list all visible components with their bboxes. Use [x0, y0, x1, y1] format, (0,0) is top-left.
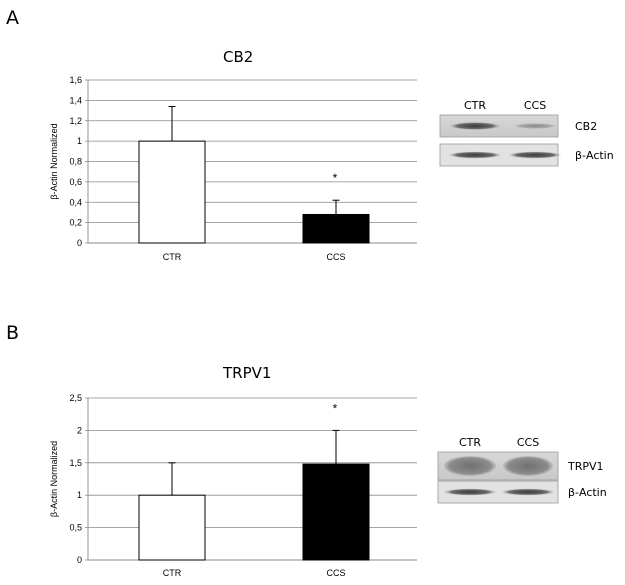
panel-letter: A [6, 7, 19, 29]
blot-band-actin [501, 488, 555, 496]
y-tick-label: 0,5 [69, 523, 82, 533]
significance-marker: * [333, 401, 338, 415]
chart-title: TRPV1 [222, 364, 271, 382]
blot-band-actin [443, 488, 497, 496]
blot-band-actin [448, 151, 502, 159]
y-tick-label: 1,6 [69, 75, 82, 85]
y-tick-label: 1 [77, 490, 82, 500]
blot-lane-label: CTR [464, 99, 486, 112]
blot-band-target [449, 122, 501, 130]
y-axis-label: β-Actin Normalized [49, 441, 59, 517]
y-tick-label: 2,5 [69, 393, 82, 403]
y-tick-label: 2 [77, 425, 82, 435]
chart-title: CB2 [223, 48, 253, 66]
y-tick-label: 0,6 [69, 177, 82, 187]
blot-band-target [513, 123, 557, 129]
blot-lane-label: CCS [517, 436, 539, 449]
blot-row-label: TRPV1 [567, 460, 604, 473]
y-tick-label: 1,5 [69, 458, 82, 468]
x-tick-label: CTR [163, 252, 182, 262]
blot-row-label: CB2 [575, 120, 597, 133]
y-axis-label: β-Actin Normalized [49, 123, 59, 199]
blot-band-target [444, 456, 496, 476]
y-tick-label: 0 [77, 555, 82, 565]
y-tick-label: 1 [77, 136, 82, 146]
blot-lane-label: CCS [524, 99, 546, 112]
y-tick-label: 0,8 [69, 157, 82, 167]
blot-row-label: β-Actin [568, 486, 607, 499]
x-tick-label: CCS [326, 252, 345, 262]
significance-marker: * [333, 171, 338, 185]
bar-ctr [138, 140, 206, 244]
y-tick-label: 0 [77, 238, 82, 248]
blot-strip-actin [437, 480, 559, 504]
panel-letter: B [6, 322, 19, 344]
bar-ccs [302, 213, 370, 244]
bar-ctr [138, 494, 206, 561]
bar-ccs [302, 463, 370, 561]
blot-band-target [503, 456, 553, 476]
blot-band-actin [508, 151, 562, 159]
blot-row-label: β-Actin [575, 149, 614, 162]
blot-lane-label: CTR [459, 436, 481, 449]
x-tick-label: CTR [163, 568, 182, 578]
y-tick-label: 1,2 [69, 116, 82, 126]
y-tick-label: 0,4 [69, 197, 82, 207]
x-tick-label: CCS [326, 568, 345, 578]
y-tick-label: 1,4 [69, 95, 82, 105]
y-tick-label: 0,2 [69, 218, 82, 228]
